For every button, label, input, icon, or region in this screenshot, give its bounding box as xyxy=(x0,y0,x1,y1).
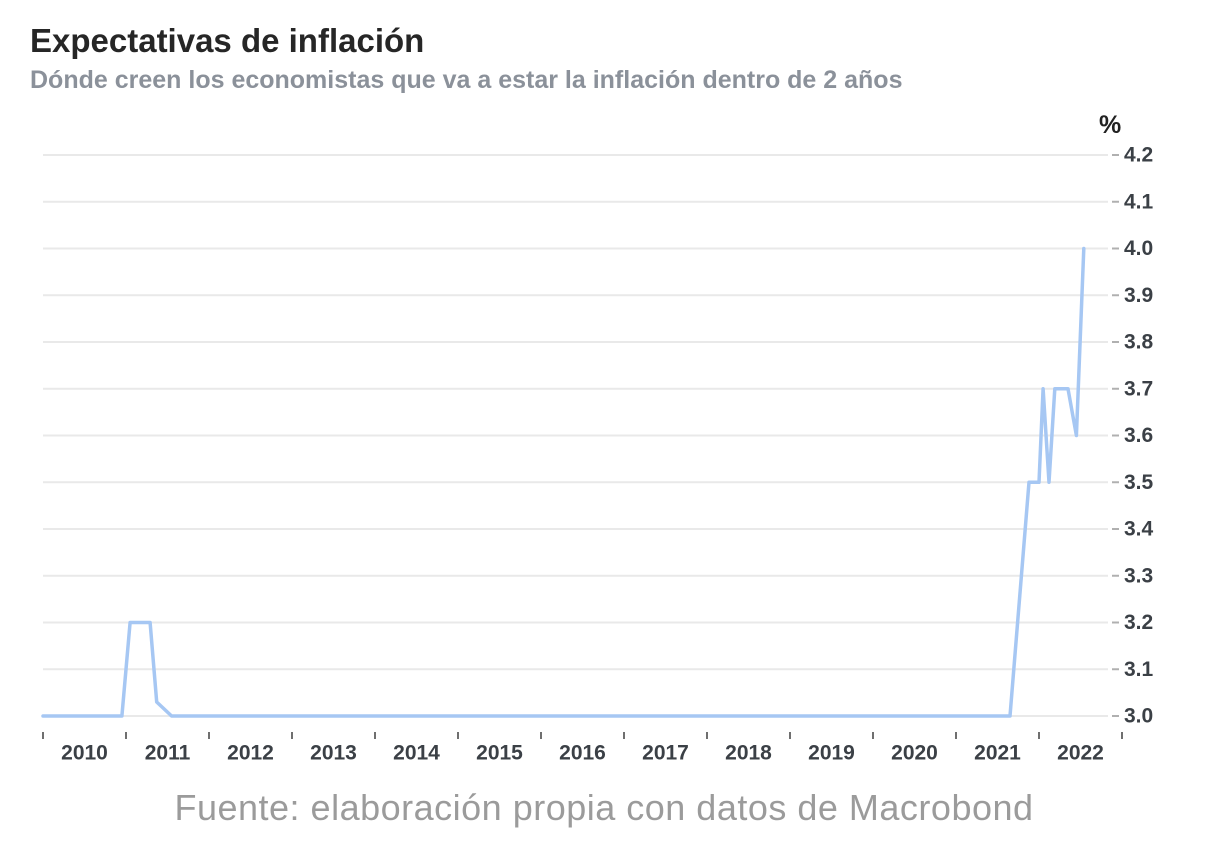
y-axis-label: 4.2 xyxy=(1124,144,1153,167)
y-axis-label: 3.2 xyxy=(1124,611,1153,634)
y-axis-label: 3.3 xyxy=(1124,564,1153,587)
y-axis-label: 4.1 xyxy=(1124,190,1154,213)
y-axis-label: 4.0 xyxy=(1124,237,1153,260)
x-axis-label: 2018 xyxy=(725,742,772,765)
x-axis-label: 2017 xyxy=(642,742,689,765)
inflation-line-series xyxy=(41,246,1086,718)
x-axis-label: 2019 xyxy=(808,742,855,765)
x-axis-label: 2011 xyxy=(145,742,191,765)
x-axis-label: 2014 xyxy=(393,742,440,765)
x-axis-label: 2010 xyxy=(61,742,108,765)
y-axis-label: 3.9 xyxy=(1124,284,1153,307)
y-axis-label: 3.8 xyxy=(1124,331,1154,354)
x-axis-label: 2022 xyxy=(1057,742,1104,765)
x-axis-label: 2021 xyxy=(974,742,1021,765)
x-axis-label: 2015 xyxy=(476,742,523,765)
y-axis-label: 3.7 xyxy=(1124,377,1153,400)
page-subtitle: Dónde creen los economistas que va a est… xyxy=(30,66,903,94)
y-axis-label: 3.5 xyxy=(1124,471,1154,494)
y-axis-label: 3.0 xyxy=(1124,705,1153,728)
x-axis-label: 2013 xyxy=(310,742,357,765)
x-axis-label: 2020 xyxy=(891,742,938,765)
page-title: Expectativas de inflación xyxy=(30,22,425,59)
x-axis-label: 2016 xyxy=(559,742,606,765)
source-caption: Fuente: elaboración propia con datos de … xyxy=(174,787,1034,828)
x-axis-label: 2012 xyxy=(227,742,274,765)
y-axis-unit-label: % xyxy=(1099,111,1122,139)
y-axis-label: 3.4 xyxy=(1124,518,1154,541)
y-axis-label: 3.1 xyxy=(1124,658,1154,681)
y-axis-label: 3.6 xyxy=(1124,424,1153,447)
